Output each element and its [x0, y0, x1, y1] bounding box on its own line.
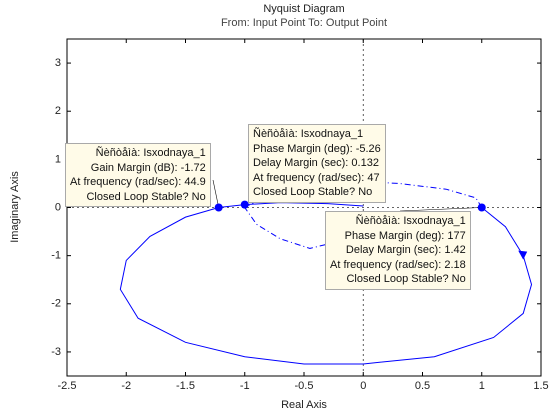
- y-tick-label: 3: [55, 57, 61, 69]
- datatip-line: Closed Loop Stable? No: [253, 186, 373, 198]
- datatip-marker: [240, 200, 249, 209]
- x-tick-label: 1.5: [533, 380, 548, 392]
- datatip-line: Gain Margin (dB): -1.72: [90, 161, 206, 174]
- datatip: Ñèñòåìà: Isxodnaya_1 Phase Margin (deg): …: [248, 124, 386, 203]
- datatip-line: At frequency (rad/sec): 44.9: [70, 176, 206, 188]
- datatip-line: Ñèñòåìà: Isxodnaya_1: [253, 128, 364, 140]
- y-axis-label: Imaginary Axis: [9, 171, 21, 243]
- x-tick-label: 0: [360, 380, 366, 392]
- datatip-marker: [477, 203, 486, 212]
- chart-title: Nyquist Diagram: [263, 3, 344, 15]
- datatip-line: Ñèñòåìà: Isxodnaya_1: [95, 147, 206, 159]
- plot-frame: [66, 38, 542, 377]
- datatip-line: Phase Margin (deg): 177: [344, 229, 466, 242]
- direction-arrow: [518, 250, 528, 260]
- x-tick-label: -2.5: [58, 380, 77, 392]
- datatip-line: Closed Loop Stable? No: [346, 273, 466, 285]
- datatip-line: At frequency (rad/sec): 2.18: [330, 258, 466, 271]
- datatip-line: Delay Margin (sec): 0.132: [253, 157, 379, 169]
- x-tick-label: 1: [479, 380, 485, 392]
- y-tick-label: -2: [51, 298, 61, 310]
- datatip-marker: [214, 203, 223, 212]
- y-tick-label: -1: [51, 250, 61, 262]
- y-tick-label: 0: [55, 201, 61, 213]
- datatip: Ñèñòåìà: Isxodnaya_1 Phase Margin (deg): …: [325, 211, 471, 290]
- datatip-connector: [212, 179, 219, 208]
- y-tick-label: 2: [55, 105, 61, 117]
- datatip: Ñèñòåìà: Isxodnaya_1 Gain Margin (dB): -1…: [65, 143, 211, 207]
- y-tick-label: 1: [55, 153, 61, 165]
- x-tick-label: -1.5: [176, 380, 195, 392]
- x-axis-label: Real Axis: [281, 399, 327, 411]
- x-tick-label: 0.5: [415, 380, 430, 392]
- x-tick-label: -2: [121, 380, 131, 392]
- y-tick-label: -3: [51, 346, 61, 358]
- datatip-connector: [399, 207, 482, 212]
- datatip-line: Closed Loop Stable? No: [86, 190, 206, 203]
- x-tick-label: -0.5: [295, 380, 314, 392]
- datatip-line: Ñèñòåìà: Isxodnaya_1: [355, 215, 466, 227]
- x-tick-label: -1: [240, 380, 250, 392]
- chart-subtitle: From: Input Point To: Output Point: [221, 17, 387, 29]
- nyquist-curve: [244, 180, 483, 249]
- datatip-line: Delay Margin (sec): 1.42: [345, 244, 466, 256]
- datatip-line: At frequency (rad/sec): 47: [253, 171, 380, 184]
- nyquist-curve: [119, 202, 533, 365]
- datatip-line: Phase Margin (deg): -5.26: [253, 142, 381, 155]
